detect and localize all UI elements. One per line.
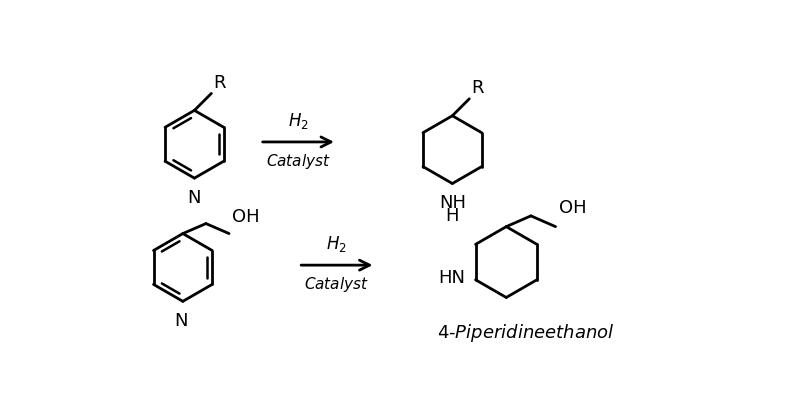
Text: H: H bbox=[446, 207, 459, 225]
Text: R: R bbox=[213, 74, 226, 92]
Text: OH: OH bbox=[558, 200, 586, 218]
Text: $H_2$: $H_2$ bbox=[288, 111, 309, 131]
Text: R: R bbox=[471, 79, 483, 97]
Text: $\it{Catalyst}$: $\it{Catalyst}$ bbox=[266, 152, 331, 171]
Text: 4-$\it{Piperidineethanol}$: 4-$\it{Piperidineethanol}$ bbox=[437, 322, 614, 344]
Text: N: N bbox=[174, 312, 188, 330]
Text: $H_2$: $H_2$ bbox=[326, 234, 347, 254]
Text: NH: NH bbox=[439, 194, 466, 212]
Text: $\it{Catalyst}$: $\it{Catalyst}$ bbox=[304, 275, 370, 294]
Text: OH: OH bbox=[232, 208, 260, 226]
Text: N: N bbox=[188, 189, 201, 207]
Text: HN: HN bbox=[438, 269, 465, 287]
